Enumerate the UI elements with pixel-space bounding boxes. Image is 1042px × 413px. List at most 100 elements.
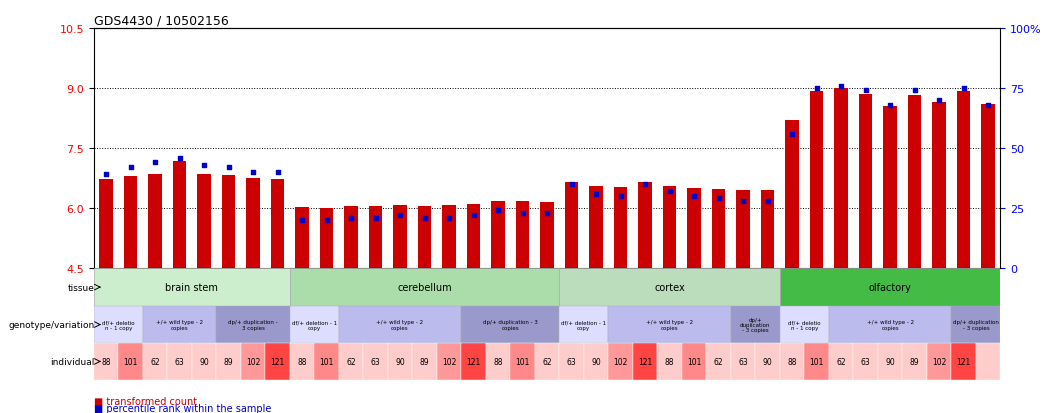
Point [220,164,237,171]
Point [858,88,874,95]
Text: 90: 90 [199,357,208,366]
Bar [712,190,725,268]
Bar [94,268,290,306]
Text: 90: 90 [763,357,772,366]
Bar [290,306,339,343]
Point [588,191,604,197]
Text: 90: 90 [395,357,405,366]
Text: 62: 62 [150,357,159,366]
Bar [926,343,951,380]
Text: +/+ wild type - 2
copies: +/+ wild type - 2 copies [156,320,203,330]
Bar [241,343,266,380]
Bar [828,306,951,343]
Bar [143,306,217,343]
Bar [442,206,455,268]
Bar [560,306,609,343]
Text: 101: 101 [516,357,529,366]
Point [833,83,849,90]
Text: brain stem: brain stem [166,282,218,292]
Bar [217,306,290,343]
Point [441,215,457,221]
Text: individual: individual [50,357,94,366]
Text: 90: 90 [591,357,601,366]
Bar [584,343,609,380]
Point [122,164,139,171]
Bar [222,176,235,268]
Bar [369,206,382,268]
Bar [590,187,602,268]
Bar [492,202,504,268]
Text: GDS4430 / 10502156: GDS4430 / 10502156 [94,15,228,28]
Bar [541,203,553,268]
Point [564,181,580,188]
Bar [94,306,143,343]
Bar [681,343,706,380]
Text: 89: 89 [910,357,919,366]
Bar [290,268,560,306]
Point [367,215,383,221]
Point [196,162,213,169]
Point [735,198,751,205]
Text: 121: 121 [638,357,652,366]
Text: 101: 101 [319,357,333,366]
Bar [786,121,799,268]
Text: 121: 121 [467,357,480,366]
Bar [730,343,755,380]
Text: 62: 62 [346,357,356,366]
Point [539,210,555,217]
Bar [168,343,192,380]
Bar [393,206,406,268]
Point [343,215,359,221]
Text: 89: 89 [224,357,233,366]
Bar [462,343,486,380]
Bar [609,306,730,343]
Point [760,198,776,205]
Bar [688,189,701,268]
Point [171,155,188,161]
Point [979,102,996,109]
Bar [755,343,779,380]
Text: 88: 88 [788,357,797,366]
Text: +/+ wild type - 2
copies: +/+ wild type - 2 copies [376,320,424,330]
Text: 62: 62 [837,357,846,366]
Text: 121: 121 [271,357,284,366]
Text: 102: 102 [932,357,946,366]
Text: 62: 62 [714,357,723,366]
Bar [730,306,779,343]
Point [809,85,825,92]
Bar [192,343,217,380]
Bar [975,343,1000,380]
Text: 102: 102 [614,357,627,366]
Text: df/+ deletio
n - 1 copy: df/+ deletio n - 1 copy [102,320,134,330]
Bar [173,161,187,268]
Bar [835,89,848,268]
Bar [779,343,804,380]
Bar [902,343,926,380]
Text: dp/+
duplication
- 3 copies: dp/+ duplication - 3 copies [740,317,771,332]
Bar [908,96,921,268]
Bar [486,343,511,380]
Text: 62: 62 [542,357,552,366]
Point [98,172,115,178]
Bar [663,187,676,268]
Text: 90: 90 [886,357,895,366]
Text: dp/+ duplication - 3
copies: dp/+ duplication - 3 copies [482,320,538,330]
Point [490,208,506,214]
Text: 88: 88 [493,357,503,366]
Text: 101: 101 [687,357,701,366]
Bar [957,92,970,268]
Bar [737,191,750,268]
Bar [94,343,119,380]
Text: df/+ deletion - 1
copy: df/+ deletion - 1 copy [292,320,337,330]
Bar [810,92,823,268]
Point [907,88,923,95]
Point [662,188,678,195]
Bar [632,343,658,380]
Point [784,131,800,138]
Bar [511,343,535,380]
Point [245,169,262,176]
Text: 102: 102 [246,357,260,366]
Bar [246,179,259,268]
Point [318,217,334,224]
Bar [467,204,480,268]
